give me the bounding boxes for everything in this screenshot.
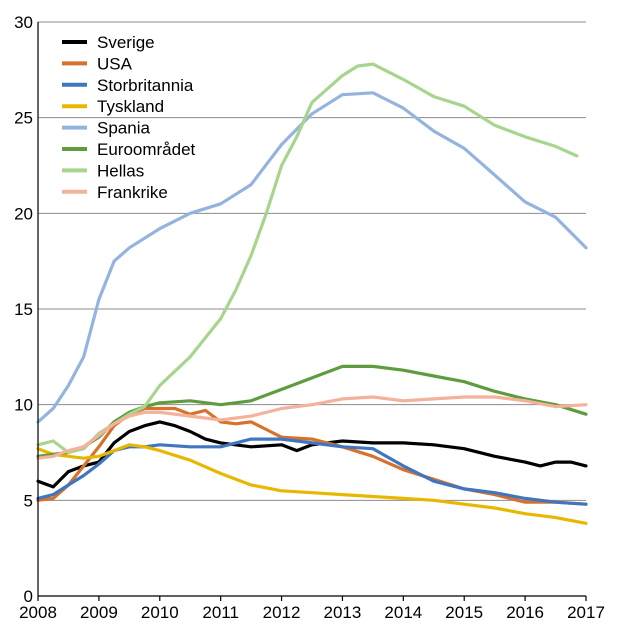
x-tick-label: 2012 (263, 603, 301, 622)
y-tick-label: 10 (14, 396, 33, 415)
series-line-spania (36, 91, 588, 424)
series-line-usa (36, 406, 588, 506)
legend-label: Spania (97, 119, 150, 138)
x-tick-label: 2016 (506, 603, 544, 622)
legend-label: Hellas (97, 161, 144, 180)
x-tick-label: 2011 (202, 603, 239, 622)
y-tick-label: 30 (14, 13, 33, 32)
x-tick-label: 2014 (384, 603, 422, 622)
legend-label: USA (97, 54, 133, 73)
x-tick-label: 2008 (19, 603, 57, 622)
legend: Sverige USA Storbritannia Tyskland Spania Eur… (62, 33, 196, 202)
y-tick-label: 20 (14, 204, 33, 223)
series-line-storbritannia (36, 437, 588, 506)
x-tick-label: 2013 (324, 603, 362, 622)
x-tick-label: 2010 (141, 603, 179, 622)
legend-label: Tyskland (97, 97, 164, 116)
legend-label: Storbritannia (97, 76, 194, 95)
x-tick-label: 2009 (80, 603, 118, 622)
series-line-sverige (36, 420, 588, 489)
y-tick-label: 15 (14, 300, 33, 319)
legend-label: Euroområdet (97, 140, 196, 159)
series-lines (36, 62, 588, 525)
x-tick-label: 2017 (567, 603, 605, 622)
gridlines (38, 21, 586, 501)
y-tick-label: 25 (14, 109, 33, 128)
series-line-frankrike (36, 395, 588, 460)
y-tick-label: 5 (24, 491, 33, 510)
series-line-tyskland (36, 443, 588, 525)
axes: 0 5 10 15 20 25 30 2008 2009 2010 2011 2012 2013 2014… (14, 13, 605, 622)
y-tick-label: 0 (24, 587, 33, 606)
x-tick-label: 2015 (445, 603, 483, 622)
legend-label: Frankrike (97, 183, 168, 202)
legend-label: Sverige (97, 33, 155, 52)
